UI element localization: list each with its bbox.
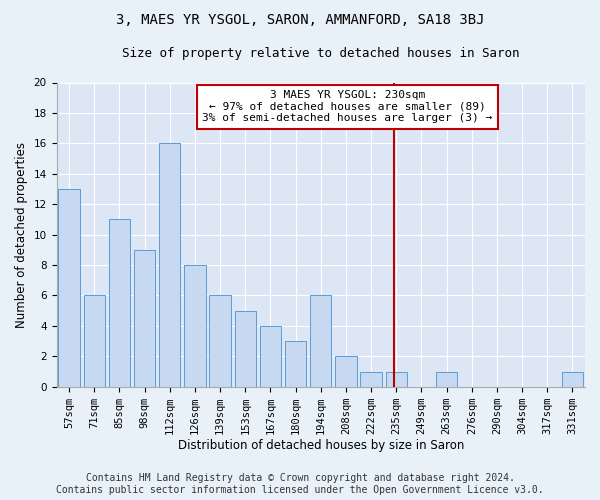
Text: 3, MAES YR YSGOL, SARON, AMMANFORD, SA18 3BJ: 3, MAES YR YSGOL, SARON, AMMANFORD, SA18…: [116, 12, 484, 26]
Bar: [361, 372, 382, 386]
Bar: [310, 296, 331, 386]
Bar: [436, 372, 457, 386]
Text: Contains HM Land Registry data © Crown copyright and database right 2024.
Contai: Contains HM Land Registry data © Crown c…: [56, 474, 544, 495]
Bar: [159, 144, 181, 386]
Title: Size of property relative to detached houses in Saron: Size of property relative to detached ho…: [122, 48, 520, 60]
X-axis label: Distribution of detached houses by size in Saron: Distribution of detached houses by size …: [178, 440, 464, 452]
Bar: [260, 326, 281, 386]
Bar: [58, 189, 80, 386]
Text: 3 MAES YR YSGOL: 230sqm
← 97% of detached houses are smaller (89)
3% of semi-det: 3 MAES YR YSGOL: 230sqm ← 97% of detache…: [202, 90, 493, 124]
Bar: [83, 296, 105, 386]
Bar: [562, 372, 583, 386]
Bar: [386, 372, 407, 386]
Bar: [335, 356, 356, 386]
Bar: [134, 250, 155, 386]
Y-axis label: Number of detached properties: Number of detached properties: [15, 142, 28, 328]
Bar: [109, 220, 130, 386]
Bar: [285, 341, 306, 386]
Bar: [235, 310, 256, 386]
Bar: [184, 265, 206, 386]
Bar: [209, 296, 231, 386]
